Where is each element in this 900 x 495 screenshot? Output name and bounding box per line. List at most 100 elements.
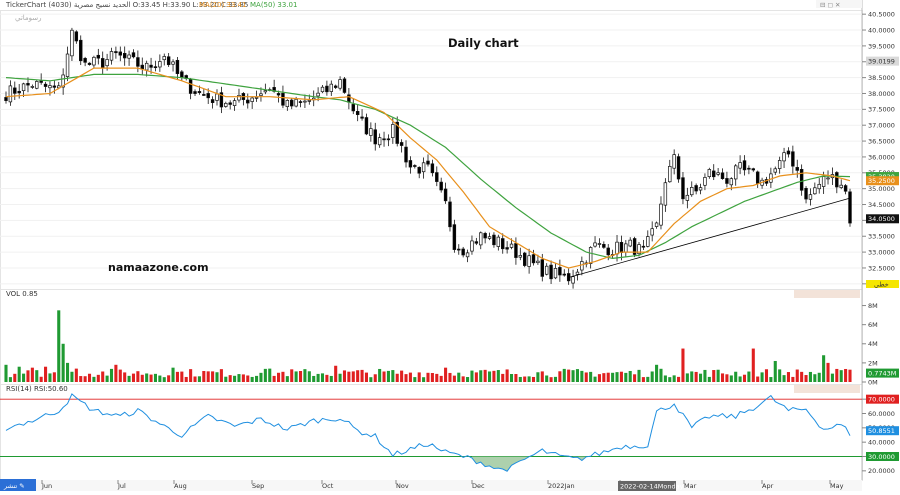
candle-body (232, 100, 237, 106)
price-tick-label: 38.5000 (868, 74, 895, 82)
candle-body (351, 104, 355, 112)
rsi-value-label: 50.8551 (868, 427, 895, 435)
candle-body (188, 78, 193, 94)
candle-body (215, 93, 219, 101)
volume-tick-label: 0M (868, 378, 878, 386)
volume-bar (760, 372, 764, 382)
volume-bar (826, 362, 830, 382)
volume-bar (312, 375, 316, 382)
volume-tick-label: 8M (868, 302, 878, 310)
time-tick-label: Oct (322, 482, 334, 490)
candle-body (342, 78, 347, 93)
volume-bar (430, 373, 434, 382)
price-tick-label: 32.5000 (868, 264, 895, 272)
ma50-line (5, 73, 851, 260)
volume-bar (184, 376, 188, 382)
volume-bar (233, 375, 237, 382)
candle-body (751, 168, 756, 171)
candle-body (105, 59, 109, 67)
volume-bar (211, 371, 215, 382)
candle-body (263, 90, 268, 93)
candle-body (131, 52, 136, 58)
volume-bar (316, 373, 320, 382)
time-tick-label: Nov (396, 482, 409, 490)
candle-body (149, 64, 153, 68)
candle-body (355, 111, 360, 116)
volume-bar (729, 375, 733, 382)
volume-bar (162, 377, 166, 382)
candle-body (325, 85, 329, 93)
candle-body (294, 99, 298, 107)
volume-bar (79, 376, 83, 382)
window-controls-label: ⊟ ◻ ✕ (820, 1, 840, 9)
price-tag (866, 56, 899, 66)
annotations: Daily chart namaazone.com (108, 36, 519, 274)
yellow-tag (866, 280, 899, 288)
volume-bar (672, 375, 676, 382)
rsi-tick-label: 20.0000 (868, 467, 895, 475)
candle-body (175, 59, 180, 74)
candle-body (206, 93, 210, 99)
volume-bar (127, 375, 131, 382)
candle-body (452, 224, 457, 250)
candle-body (509, 243, 514, 248)
volume-bar (334, 365, 338, 382)
volume-bar (778, 369, 782, 382)
candle-body (685, 194, 690, 201)
rsi-upper-tag (866, 394, 899, 404)
candle-body (298, 101, 303, 103)
candle-body (483, 233, 487, 239)
candle-body (593, 242, 597, 247)
volume-bar (769, 377, 773, 382)
candle-body (804, 188, 808, 200)
candle-body (448, 201, 452, 228)
volume-bar (633, 374, 637, 382)
volume-bar (505, 369, 509, 382)
volume-bar (347, 371, 351, 382)
volume-bar (57, 310, 61, 382)
volume-bar (66, 362, 70, 382)
candle-body (558, 267, 562, 276)
candle-body (479, 232, 483, 246)
candle-body (74, 31, 79, 42)
candle-body (39, 80, 43, 83)
candle-body (303, 100, 307, 103)
chart-title: Daily chart (448, 36, 519, 50)
volume-bar (87, 373, 92, 382)
candle-body (549, 264, 553, 280)
volume-panel: VOL 0.85 8M 6M 4M 2M 0M0.7743M (4, 290, 899, 386)
time-tick-label: 2022Jan (548, 482, 575, 490)
time-tick-label: Apr (762, 482, 774, 490)
volume-value-tag (866, 368, 899, 378)
support-trendline (568, 197, 851, 278)
volume-bar (272, 375, 276, 382)
candle-body (435, 172, 439, 182)
candle-body (553, 268, 558, 279)
volume-bar (417, 372, 421, 382)
candle-body (826, 177, 830, 180)
candle-body (4, 97, 8, 101)
volume-bar (26, 370, 30, 382)
volume-bar (720, 373, 725, 382)
candle-body (659, 203, 663, 226)
rsi-oversold-fill (463, 456, 591, 472)
volume-bar (461, 376, 465, 382)
volume-bar (567, 369, 571, 382)
volume-bar (386, 370, 390, 382)
volume-tick-label: 4M (868, 340, 878, 348)
candle-body (782, 152, 786, 162)
volume-bar (466, 377, 470, 382)
candle-body (109, 51, 114, 61)
candle-body (602, 244, 606, 248)
price-tick-label: 39.5000 (868, 42, 895, 50)
candle-body (492, 234, 496, 246)
volume-bar (808, 371, 812, 382)
candle-body (250, 97, 254, 102)
candle-body (641, 245, 646, 248)
candle-body (799, 169, 804, 191)
volume-bar (773, 360, 777, 382)
time-tick-label: Dec (472, 482, 485, 490)
volume-bar (246, 375, 250, 382)
volume-bar (101, 371, 105, 382)
